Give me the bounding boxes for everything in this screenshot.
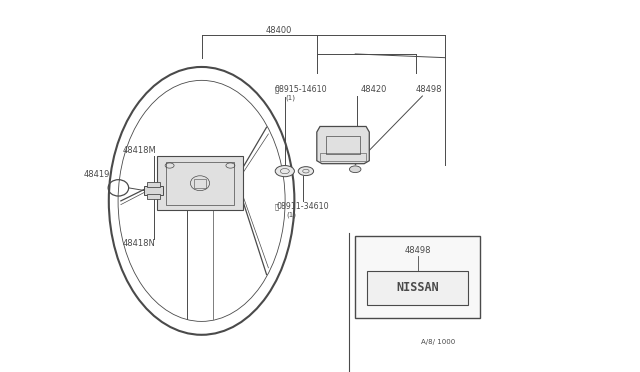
Text: Ⓝ: Ⓝ (275, 86, 279, 93)
Bar (157, 156, 243, 210)
Bar (166, 162, 234, 205)
Bar (193, 179, 206, 187)
Circle shape (298, 167, 314, 176)
Text: 48400: 48400 (265, 26, 292, 35)
Bar (144, 186, 163, 195)
Text: 08915-14610: 08915-14610 (275, 85, 327, 94)
Text: (1): (1) (285, 94, 295, 101)
Circle shape (275, 166, 294, 177)
Bar (355, 236, 480, 318)
Text: A/8/ 1000: A/8/ 1000 (421, 339, 456, 345)
Text: 48498: 48498 (404, 247, 431, 256)
Bar (367, 270, 468, 305)
Text: 48420: 48420 (360, 85, 387, 94)
Bar (147, 182, 160, 187)
Text: 48418M: 48418M (123, 146, 157, 155)
Text: 48418N: 48418N (123, 239, 156, 248)
Text: 48498: 48498 (416, 85, 442, 94)
Bar (320, 153, 366, 161)
Polygon shape (317, 126, 369, 164)
Bar (147, 194, 160, 199)
Text: 08911-34610: 08911-34610 (276, 202, 329, 211)
Text: Ⓝ: Ⓝ (275, 203, 279, 210)
Text: 48419: 48419 (83, 170, 109, 179)
Bar (326, 136, 360, 154)
Text: NISSAN: NISSAN (396, 281, 439, 294)
Circle shape (349, 166, 361, 173)
Text: (1): (1) (287, 211, 297, 218)
